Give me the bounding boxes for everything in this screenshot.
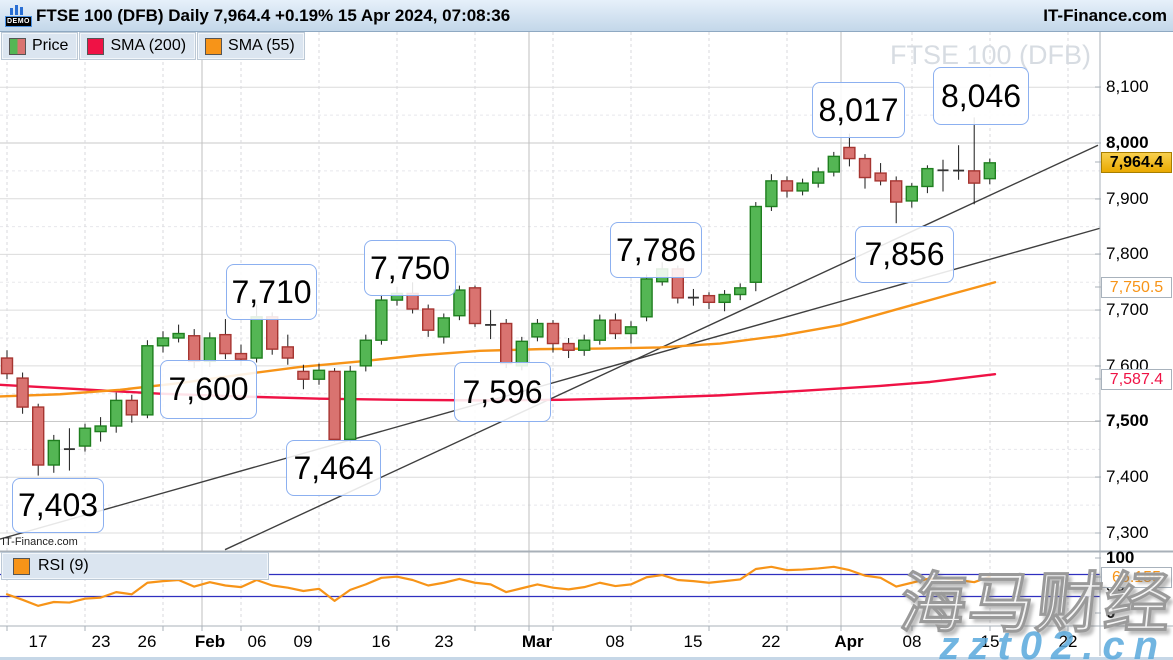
date-axis-label: 15 xyxy=(981,632,1000,652)
chart-title: FTSE 100 (DFB) Daily 7,964.4 +0.19% 15 A… xyxy=(36,6,510,26)
price-annotation[interactable]: 7,786 xyxy=(610,222,702,278)
price-annotation[interactable]: 8,017 xyxy=(812,82,905,138)
price-annotation[interactable]: 7,710 xyxy=(226,264,317,320)
price-annotation[interactable]: 8,046 xyxy=(933,67,1029,125)
price-annotation[interactable]: 7,750 xyxy=(364,240,456,296)
price-axis-label: 8,000 xyxy=(1106,133,1149,153)
price-tag: 7,964.4 xyxy=(1101,152,1172,173)
sma55-swatch-icon xyxy=(205,38,222,55)
date-axis-label: 16 xyxy=(372,632,391,652)
price-axis-label: 7,800 xyxy=(1106,244,1149,264)
price-tag: 66.155 xyxy=(1101,567,1172,588)
date-axis-label: 17 xyxy=(29,632,48,652)
price-annotation[interactable]: 7,856 xyxy=(855,226,954,283)
date-axis-label: 26 xyxy=(138,632,157,652)
rsi-axis-label: 100 xyxy=(1106,548,1134,568)
legend-rsi[interactable]: RSI (9) xyxy=(2,553,268,579)
chart-window: FTSE 100 (DFB) DEMO FTSE 100 (DFB) Daily… xyxy=(0,0,1173,660)
legend-price[interactable]: Price xyxy=(2,33,77,59)
price-axis-label: 7,400 xyxy=(1106,467,1149,487)
price-tag: 7,587.4 xyxy=(1101,369,1172,390)
price-annotation[interactable]: 7,600 xyxy=(160,360,257,419)
date-axis-label: Mar xyxy=(522,632,552,652)
date-axis-label: 22 xyxy=(1059,632,1078,652)
legend-sma200-label: SMA (200) xyxy=(110,37,186,55)
sma200-swatch-icon xyxy=(87,38,104,55)
candles-icon xyxy=(5,3,32,15)
site-credit: IT-Finance.com xyxy=(2,536,78,548)
brand-link[interactable]: IT-Finance.com xyxy=(1043,6,1167,26)
price-axis-label: 8,100 xyxy=(1106,77,1149,97)
legend-row: Price SMA (200) SMA (55) xyxy=(2,33,307,59)
price-axis-label: 7,900 xyxy=(1106,189,1149,209)
price-annotation[interactable]: 7,596 xyxy=(454,362,551,422)
date-axis-label: 23 xyxy=(92,632,111,652)
date-axis-label: 22 xyxy=(762,632,781,652)
date-axis-label: 09 xyxy=(294,632,313,652)
legend-price-label: Price xyxy=(32,37,68,55)
legend-sma55[interactable]: SMA (55) xyxy=(198,33,304,59)
date-axis-label: 08 xyxy=(606,632,625,652)
date-axis-label: 23 xyxy=(435,632,454,652)
price-annotation[interactable]: 7,403 xyxy=(12,478,104,533)
demo-logo-icon: DEMO xyxy=(5,3,32,29)
price-axis-label: 7,700 xyxy=(1106,300,1149,320)
price-axis-label: 7,500 xyxy=(1106,411,1149,431)
date-axis-label: 15 xyxy=(684,632,703,652)
rsi-axis-label: 0 xyxy=(1106,603,1115,623)
price-tag: 7,750.5 xyxy=(1101,277,1172,298)
demo-badge: DEMO xyxy=(5,16,32,27)
date-axis-label: Feb xyxy=(195,632,225,652)
legend-sma55-label: SMA (55) xyxy=(228,37,295,55)
price-swatch-icon xyxy=(9,38,26,55)
date-axis-label: 06 xyxy=(248,632,267,652)
date-axis-label: Apr xyxy=(834,632,863,652)
rsi-swatch-icon xyxy=(13,558,30,575)
price-annotation[interactable]: 7,464 xyxy=(286,440,381,496)
title-bar: DEMO FTSE 100 (DFB) Daily 7,964.4 +0.19%… xyxy=(0,0,1173,32)
legend-rsi-label: RSI (9) xyxy=(38,557,89,575)
price-axis-label: 7,300 xyxy=(1106,523,1149,543)
date-axis-label: 08 xyxy=(903,632,922,652)
legend-sma200[interactable]: SMA (200) xyxy=(80,33,195,59)
